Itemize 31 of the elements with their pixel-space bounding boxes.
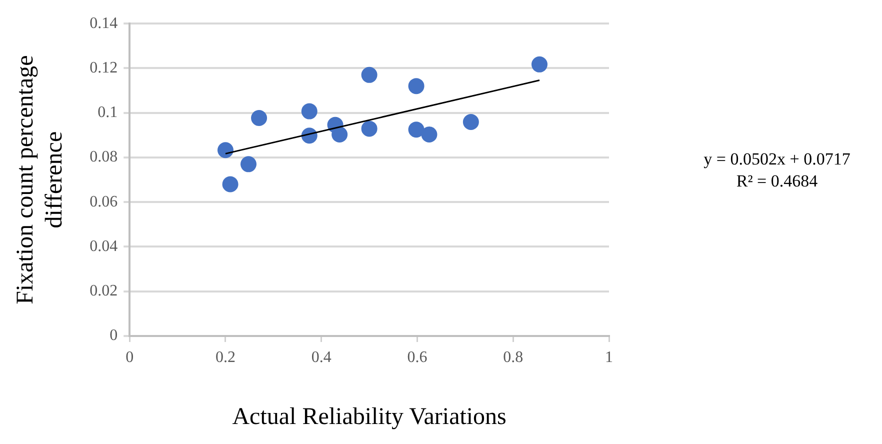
point (301, 103, 318, 120)
x-tick-label: 0 (126, 348, 134, 366)
point (240, 156, 256, 172)
point (408, 122, 424, 138)
point (361, 66, 378, 83)
point (222, 176, 238, 192)
point (531, 56, 548, 72)
y-tick-label: 0.08 (90, 148, 118, 166)
point (361, 120, 378, 137)
y-tick-label: 0.04 (90, 238, 118, 255)
y-axis-title: Fixation count percentage difference (12, 55, 68, 304)
text: R² = 0.4684 (736, 171, 818, 190)
point (217, 142, 234, 158)
point (462, 114, 479, 130)
y-tick-label: 0.12 (90, 59, 118, 76)
x-axis-title: Actual Reliability Variations (232, 404, 506, 430)
x-tick-label: 0.6 (407, 348, 428, 366)
x-tick-label: 1 (605, 348, 613, 366)
y-tick-label: 0.1 (98, 104, 118, 122)
point (332, 126, 348, 142)
point (421, 126, 438, 142)
x-tick-label: 0.2 (215, 348, 236, 366)
x-tick-label: 0.4 (311, 348, 332, 366)
point (408, 78, 424, 94)
x-tick-label: 0.8 (503, 348, 524, 366)
text: y = 0.0502x + 0.0717 (704, 149, 851, 168)
y-tick-label: 0.06 (90, 193, 118, 210)
y-tick-label: 0.14 (90, 14, 118, 32)
y-tick-label: 0 (110, 327, 118, 344)
point (251, 110, 268, 126)
y-tick-label: 0.02 (90, 282, 118, 300)
